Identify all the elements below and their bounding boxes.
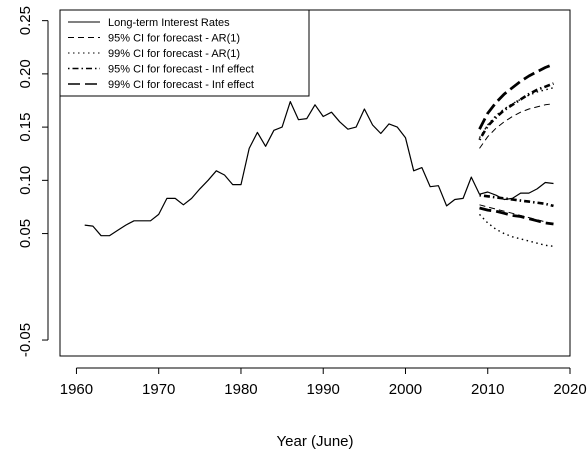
y-axis: -0.05 0.05 0.10 0.15 0.20 0.25 xyxy=(17,6,49,357)
legend-label: 99% CI for forecast - AR(1) xyxy=(108,48,240,60)
legend-label: Long-term Interest Rates xyxy=(108,17,230,29)
x-axis: 1960 1970 1980 1990 2000 2010 2020 xyxy=(60,367,587,398)
series-3-upper-line xyxy=(478,82,554,141)
legend-box xyxy=(59,9,310,97)
series-1-lower-line xyxy=(479,204,554,225)
y-tick-label: 0.25 xyxy=(17,6,34,35)
y-tick-label: 0.20 xyxy=(17,59,34,88)
x-tick-label: 2000 xyxy=(389,381,422,398)
series-0-line xyxy=(84,100,554,237)
series-3-lower-line xyxy=(479,193,554,208)
series-1-upper-line xyxy=(479,103,554,149)
plot-frame xyxy=(59,9,571,357)
series-4-upper-line xyxy=(478,62,555,130)
legend-label: 95% CI for forecast - AR(1) xyxy=(108,33,240,45)
x-tick-label: 2010 xyxy=(471,381,504,398)
series-2-upper-line xyxy=(478,87,554,139)
series-layer xyxy=(84,62,555,247)
legend-label: 95% CI for forecast - Inf effect xyxy=(108,64,254,76)
x-axis-title: Year (June) xyxy=(277,433,354,450)
y-tick-label: 0.05 xyxy=(17,219,34,248)
x-tick-label: 2020 xyxy=(553,381,586,398)
x-tick-label: 1980 xyxy=(224,381,257,398)
x-tick-label: 1960 xyxy=(60,381,93,398)
x-tick-label: 1990 xyxy=(307,381,340,398)
y-tick-label: 0.15 xyxy=(17,113,34,142)
x-tick-label: 1970 xyxy=(142,381,175,398)
legend: Long-term Interest Rates 95% CI for forec… xyxy=(59,9,310,97)
legend-label: 99% CI for forecast - Inf effect xyxy=(108,79,254,91)
y-tick-label: -0.05 xyxy=(17,323,34,357)
series-4-lower-line xyxy=(479,206,554,226)
y-tick-label: 0.10 xyxy=(17,166,34,195)
series-2-lower-line xyxy=(478,213,554,247)
